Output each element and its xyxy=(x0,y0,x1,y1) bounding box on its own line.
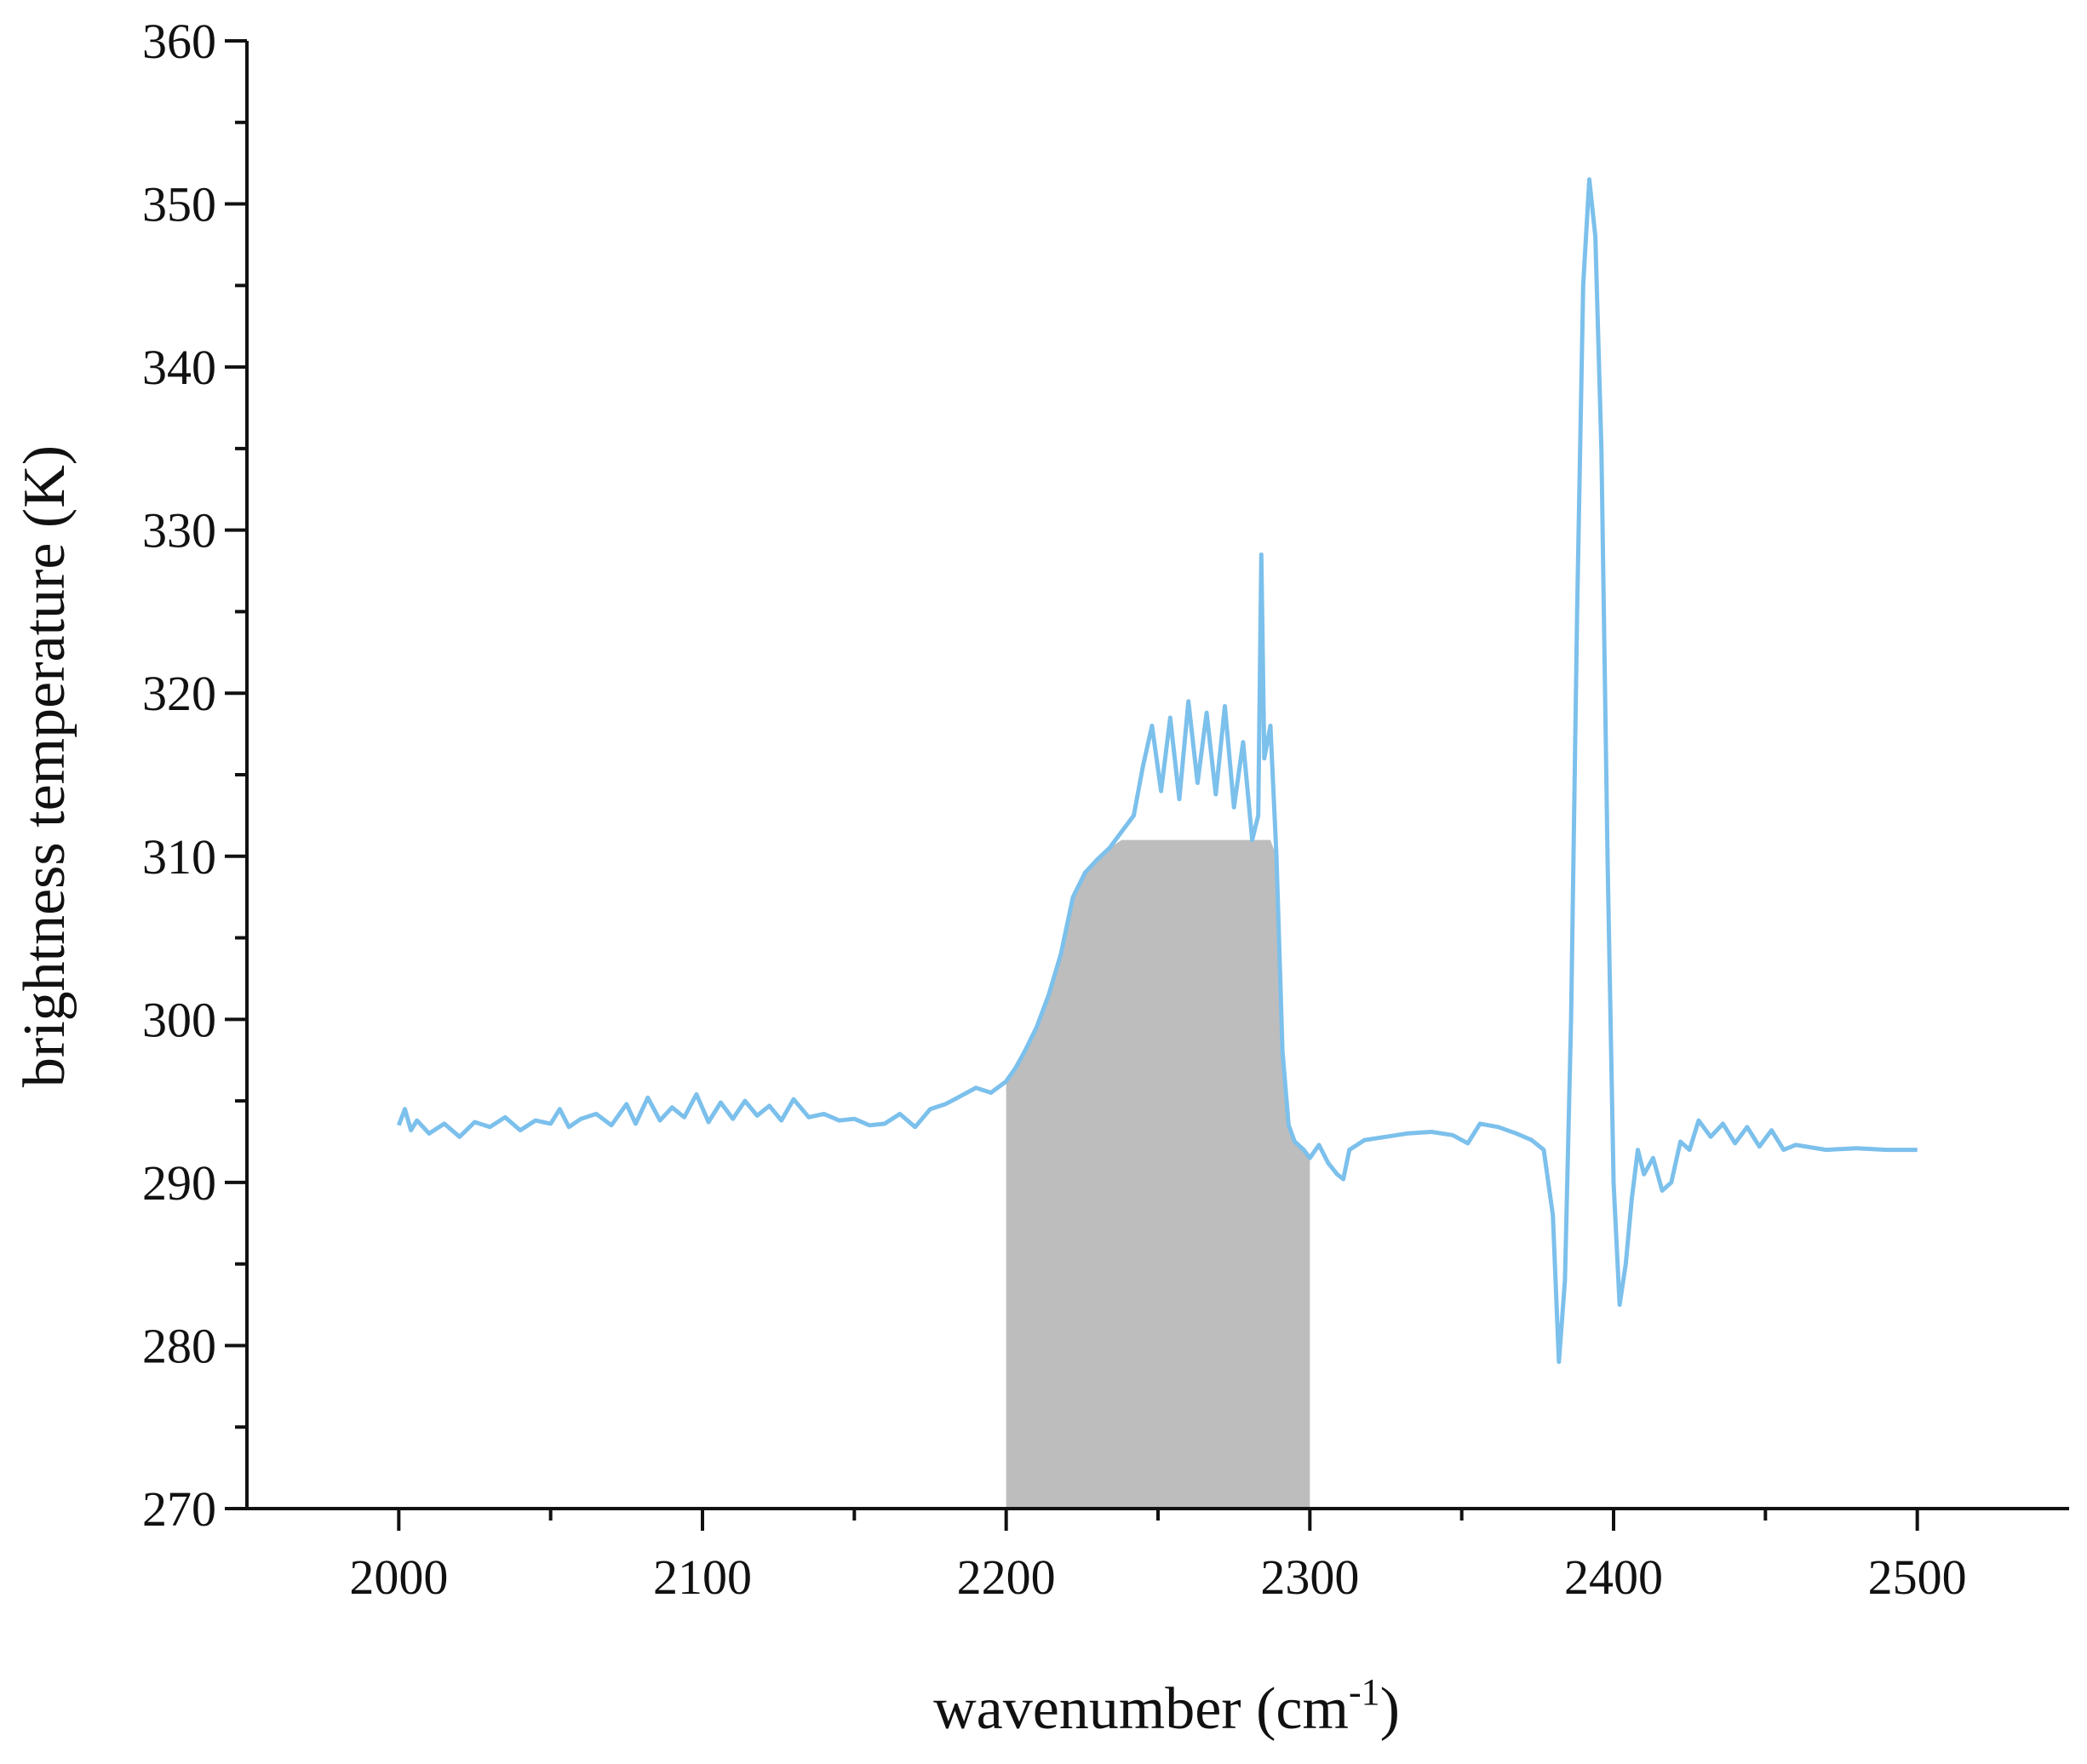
x-axis-title-superscript: -1 xyxy=(1349,1671,1380,1713)
x-tick-label: 2500 xyxy=(1868,1549,1967,1605)
y-tick-label: 290 xyxy=(142,1155,216,1211)
x-tick-label: 2300 xyxy=(1260,1549,1359,1605)
x-tick-label: 2100 xyxy=(653,1549,752,1605)
x-ticks: 2000 2100 2200 2300 2400 2500 xyxy=(349,1509,1967,1605)
x-tick-label: 2200 xyxy=(957,1549,1056,1605)
y-tick-label: 270 xyxy=(142,1481,216,1537)
y-tick-label: 300 xyxy=(142,992,216,1047)
y-tick-label: 350 xyxy=(142,177,216,232)
shaded-area xyxy=(1006,839,1310,1509)
x-axis-title-main: wavenumber (cm xyxy=(933,1676,1349,1742)
x-tick-label: 2000 xyxy=(349,1549,448,1605)
x-axis-title-close: ) xyxy=(1380,1676,1400,1742)
y-tick-label: 310 xyxy=(142,829,216,885)
y-ticks: 270 280 290 300 310 320 330 340 350 360 xyxy=(142,14,247,1537)
shaded-band xyxy=(1006,839,1310,1509)
series-line xyxy=(396,177,1918,1365)
y-tick-label: 360 xyxy=(142,14,216,69)
y-axis-title: brightness temperature (K) xyxy=(12,445,77,1087)
y-tick-label: 320 xyxy=(142,666,216,721)
spectrum-series xyxy=(396,177,1918,1365)
y-tick-label: 280 xyxy=(142,1318,216,1373)
x-axis-title: wavenumber (cm-1) xyxy=(933,1671,1400,1742)
y-tick-label: 340 xyxy=(142,340,216,395)
y-tick-label: 330 xyxy=(142,503,216,558)
x-tick-label: 2400 xyxy=(1564,1549,1663,1605)
